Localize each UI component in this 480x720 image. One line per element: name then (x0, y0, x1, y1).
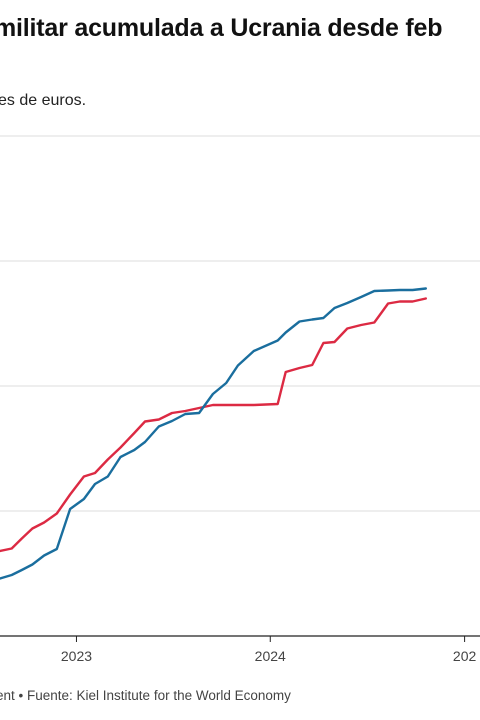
source-footer: ent • Fuente: Kiel Institute for the Wor… (0, 688, 291, 703)
series-line-2 (0, 287, 427, 580)
x-tick-label: 2024 (255, 648, 286, 664)
series-lines (0, 287, 427, 580)
gridlines (0, 135, 480, 637)
x-axis: 2023 2024 202 (61, 636, 477, 664)
chart-title: militar acumulada a Ucrania desde feb (0, 14, 443, 42)
x-tick-label: 202 (453, 648, 477, 664)
x-tick-label: 2023 (61, 648, 92, 664)
chart-subtitle: es de euros. (0, 92, 87, 109)
series-line-1 (0, 297, 427, 553)
